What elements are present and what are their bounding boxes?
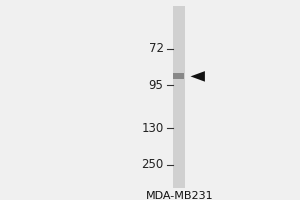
Text: MDA-MB231: MDA-MB231 [146, 191, 214, 200]
Text: 250: 250 [141, 158, 164, 171]
Bar [173, 73, 184, 79]
Text: 95: 95 [148, 79, 164, 92]
Bar [172, 6, 184, 188]
Text: 130: 130 [141, 121, 164, 134]
Polygon shape [190, 71, 205, 82]
Text: 72: 72 [148, 43, 164, 55]
